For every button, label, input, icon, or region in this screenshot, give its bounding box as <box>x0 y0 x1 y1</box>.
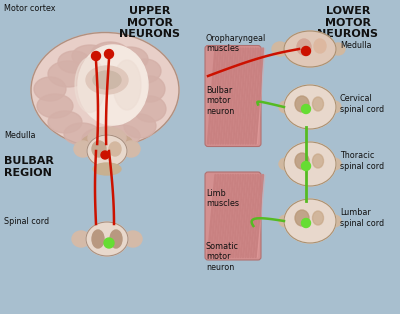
Text: Limb
muscles: Limb muscles <box>206 189 239 208</box>
Text: Bulbar
motor
neuron: Bulbar motor neuron <box>206 86 234 116</box>
Ellipse shape <box>113 60 141 110</box>
Circle shape <box>302 105 310 113</box>
Ellipse shape <box>284 85 336 129</box>
Text: Medulla: Medulla <box>4 132 36 140</box>
Ellipse shape <box>327 158 341 170</box>
Ellipse shape <box>331 43 345 55</box>
Ellipse shape <box>272 42 288 56</box>
Ellipse shape <box>284 142 336 186</box>
Ellipse shape <box>312 154 324 168</box>
Ellipse shape <box>110 230 122 248</box>
Text: UPPER
MOTOR
NEURONS: UPPER MOTOR NEURONS <box>120 6 180 39</box>
Ellipse shape <box>279 158 293 170</box>
Ellipse shape <box>82 128 122 150</box>
Ellipse shape <box>91 42 129 66</box>
Text: Motor cortex: Motor cortex <box>4 4 56 13</box>
Ellipse shape <box>48 111 82 133</box>
Ellipse shape <box>312 211 324 225</box>
Text: Lumbar
spinal cord: Lumbar spinal cord <box>340 208 384 228</box>
Ellipse shape <box>37 94 73 118</box>
Ellipse shape <box>34 77 66 101</box>
Ellipse shape <box>58 51 90 73</box>
Ellipse shape <box>284 31 336 67</box>
Ellipse shape <box>93 71 121 89</box>
Ellipse shape <box>312 97 324 111</box>
Ellipse shape <box>327 215 341 227</box>
Ellipse shape <box>104 125 140 147</box>
Ellipse shape <box>109 142 121 156</box>
Ellipse shape <box>279 215 293 227</box>
Ellipse shape <box>129 59 161 83</box>
Ellipse shape <box>72 231 90 247</box>
Circle shape <box>302 46 310 56</box>
Circle shape <box>104 50 114 58</box>
Circle shape <box>104 238 114 248</box>
Text: Medulla: Medulla <box>340 41 372 51</box>
Ellipse shape <box>295 96 309 112</box>
Ellipse shape <box>64 123 100 145</box>
FancyBboxPatch shape <box>205 46 261 147</box>
Ellipse shape <box>92 230 104 248</box>
Text: Spinal cord: Spinal cord <box>4 218 49 226</box>
Circle shape <box>92 51 100 61</box>
Text: Oropharyngeal
muscles: Oropharyngeal muscles <box>206 34 266 53</box>
Ellipse shape <box>122 141 140 157</box>
Ellipse shape <box>279 101 293 113</box>
Ellipse shape <box>295 153 309 169</box>
Text: Thoracic
spinal cord: Thoracic spinal cord <box>340 151 384 171</box>
Text: Somatic
motor
neuron: Somatic motor neuron <box>206 242 239 272</box>
Ellipse shape <box>93 163 121 175</box>
Text: Cervical
spinal cord: Cervical spinal cord <box>340 94 384 114</box>
Circle shape <box>302 219 310 228</box>
Ellipse shape <box>134 96 166 122</box>
Circle shape <box>302 161 310 171</box>
Ellipse shape <box>87 135 127 167</box>
Ellipse shape <box>135 76 165 102</box>
Text: BULBAR
REGION: BULBAR REGION <box>4 156 54 178</box>
Ellipse shape <box>297 39 311 55</box>
Ellipse shape <box>78 45 148 125</box>
Text: LOWER
MOTOR
NEURONS: LOWER MOTOR NEURONS <box>318 6 378 39</box>
Ellipse shape <box>86 66 128 94</box>
Ellipse shape <box>327 101 341 113</box>
Ellipse shape <box>75 57 105 112</box>
Ellipse shape <box>48 61 88 87</box>
Ellipse shape <box>314 39 326 53</box>
Ellipse shape <box>124 231 142 247</box>
Ellipse shape <box>72 45 108 67</box>
Circle shape <box>101 151 109 159</box>
Ellipse shape <box>82 133 132 151</box>
Ellipse shape <box>295 210 309 226</box>
Ellipse shape <box>86 222 128 256</box>
Ellipse shape <box>88 127 126 149</box>
FancyBboxPatch shape <box>205 172 261 260</box>
Ellipse shape <box>124 114 156 138</box>
Ellipse shape <box>74 141 92 157</box>
Ellipse shape <box>92 141 106 157</box>
Ellipse shape <box>284 199 336 243</box>
Ellipse shape <box>112 47 148 71</box>
Ellipse shape <box>31 33 179 148</box>
